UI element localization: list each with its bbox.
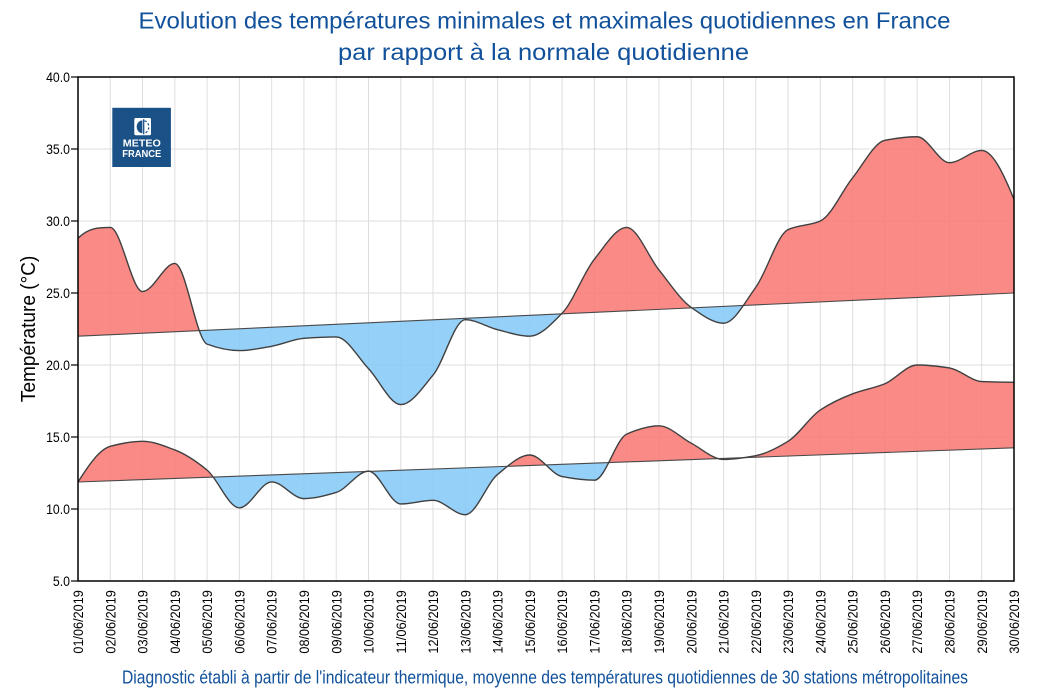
svg-text:15/06/2019: 15/06/2019 xyxy=(522,590,538,654)
svg-text:10/06/2019: 10/06/2019 xyxy=(361,590,377,654)
svg-text:18/06/2019: 18/06/2019 xyxy=(619,590,635,654)
svg-text:04/06/2019: 04/06/2019 xyxy=(167,590,183,654)
svg-text:24/06/2019: 24/06/2019 xyxy=(812,590,828,654)
svg-text:05/06/2019: 05/06/2019 xyxy=(199,590,215,654)
svg-text:40.0: 40.0 xyxy=(46,69,70,85)
svg-text:5.0: 5.0 xyxy=(53,573,70,589)
svg-text:19/06/2019: 19/06/2019 xyxy=(651,590,667,654)
svg-text:15.0: 15.0 xyxy=(46,429,70,445)
svg-text:12/06/2019: 12/06/2019 xyxy=(425,590,441,654)
svg-text:20/06/2019: 20/06/2019 xyxy=(683,590,699,654)
svg-text:21/06/2019: 21/06/2019 xyxy=(716,590,732,654)
svg-text:28/06/2019: 28/06/2019 xyxy=(941,590,957,654)
svg-text:30/06/2019: 30/06/2019 xyxy=(1006,590,1022,654)
svg-text:29/06/2019: 29/06/2019 xyxy=(974,590,990,654)
svg-text:09/06/2019: 09/06/2019 xyxy=(328,590,344,654)
svg-text:35.0: 35.0 xyxy=(46,141,70,157)
svg-text:07/06/2019: 07/06/2019 xyxy=(264,590,280,654)
svg-text:11/06/2019: 11/06/2019 xyxy=(393,590,409,654)
svg-text:30.0: 30.0 xyxy=(46,213,70,229)
svg-text:03/06/2019: 03/06/2019 xyxy=(135,590,151,654)
svg-text:06/06/2019: 06/06/2019 xyxy=(231,590,247,654)
svg-text:22/06/2019: 22/06/2019 xyxy=(748,590,764,654)
svg-text:17/06/2019: 17/06/2019 xyxy=(586,590,602,654)
svg-text:METEO: METEO xyxy=(123,138,161,149)
svg-text:16/06/2019: 16/06/2019 xyxy=(554,590,570,654)
svg-text:26/06/2019: 26/06/2019 xyxy=(877,590,893,654)
svg-text:Température (°C): Température (°C) xyxy=(18,256,40,402)
svg-text:27/06/2019: 27/06/2019 xyxy=(909,590,925,654)
svg-text:20.0: 20.0 xyxy=(46,357,70,373)
svg-text:par rapport à la normale quoti: par rapport à la normale quotidienne xyxy=(338,39,749,65)
svg-text:FRANCE: FRANCE xyxy=(122,149,161,160)
svg-text:23/06/2019: 23/06/2019 xyxy=(780,590,796,654)
svg-text:25.0: 25.0 xyxy=(46,285,70,301)
svg-text:Diagnostic établi à partir de: Diagnostic établi à partir de l'indicate… xyxy=(122,668,968,688)
svg-text:08/06/2019: 08/06/2019 xyxy=(296,590,312,654)
svg-text:25/06/2019: 25/06/2019 xyxy=(845,590,861,654)
svg-text:02/06/2019: 02/06/2019 xyxy=(102,590,118,654)
svg-text:Evolution des températures min: Evolution des températures minimales et … xyxy=(139,7,951,33)
svg-text:10.0: 10.0 xyxy=(46,501,70,517)
svg-text:13/06/2019: 13/06/2019 xyxy=(457,590,473,654)
svg-text:14/06/2019: 14/06/2019 xyxy=(490,590,506,654)
svg-text:01/06/2019: 01/06/2019 xyxy=(70,590,86,654)
